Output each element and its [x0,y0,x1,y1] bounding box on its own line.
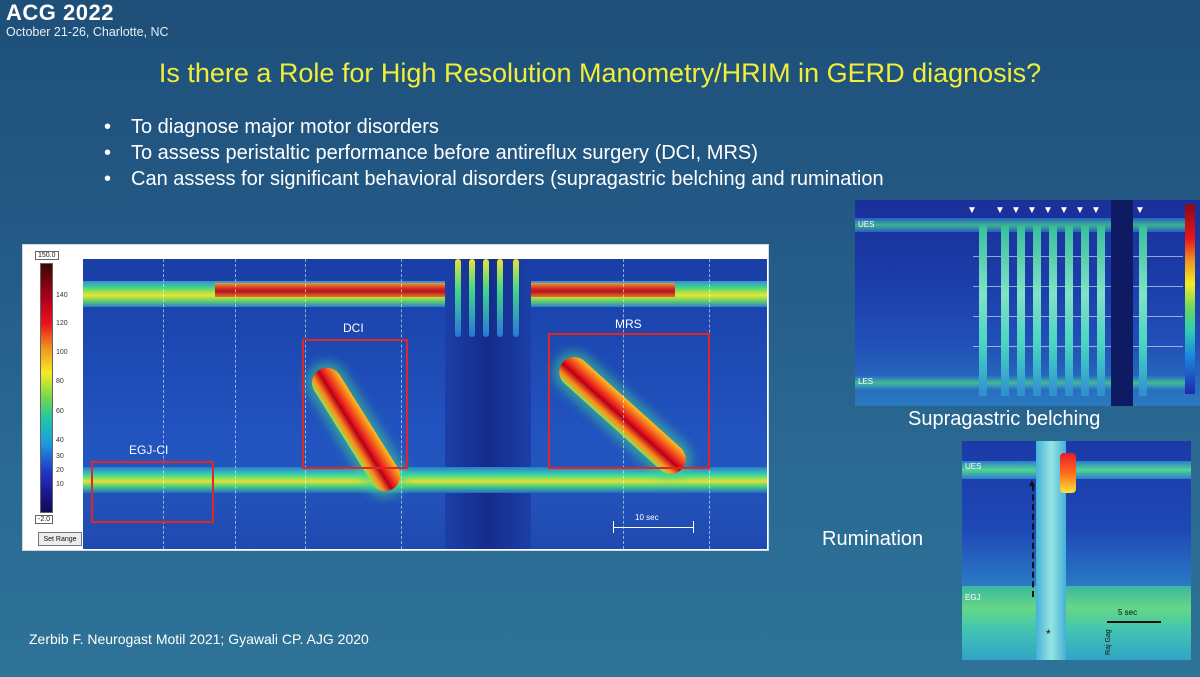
citation: Zerbib F. Neurogast Motil 2021; Gyawali … [29,631,369,647]
set-range-button[interactable]: Set Range [38,532,82,546]
scale-tick: 80 [56,378,64,385]
pressure-spike [483,259,489,337]
time-marker [401,259,402,549]
supragastric-belching-figure: ▼ ▼ ▼ ▼ ▼ ▼ ▼ ▼ ▼ UES LES [855,200,1200,406]
belch-column [1033,226,1041,396]
arrow-down-icon: ▼ [1059,205,1069,216]
conference-name: ACG 2022 [6,0,114,25]
scale-tick: 30 [56,453,64,460]
belch-column [1139,226,1147,396]
scale-bar-tick [613,521,614,533]
scale-bar-tick [693,521,694,533]
bullet-list: To diagnose major motor disorders To ass… [100,114,920,192]
egj-ci-highlight-box [91,461,214,523]
hrm-main-figure: 150.0 140 120 100 80 60 40 30 20 10 -2.0… [22,244,769,551]
belch-column [1097,226,1105,396]
pressure-trace [973,256,1183,257]
pressure-color-scale [1185,204,1195,394]
scale-tick: 60 [56,408,64,415]
egj-pressure-zone [962,586,1191,660]
les-label: LES [858,377,874,386]
pressure-trace [973,286,1183,287]
bullet-item: To assess peristaltic performance before… [100,140,920,166]
scale-bar-label: 5 sec [1118,608,1138,617]
ues-pressure-band [962,461,1191,479]
pressure-spike [497,259,503,337]
conference-logo: ACG 2022 October 21-26, Charlotte, NC [6,2,169,39]
slide-title: Is there a Role for High Resolution Mano… [158,58,1042,88]
dci-label: DCI [343,321,364,335]
pressure-spike [455,259,461,337]
rumination-caption: Rumination [822,528,924,550]
arrow-down-icon: ▼ [967,205,977,216]
supragastric-belching-caption: Supragastric belching [908,408,1101,430]
egj-label: EGJ [965,593,981,602]
asterisk-marker: * [1046,627,1051,641]
arrow-up-icon: ▲ [1027,478,1037,489]
time-marker [235,259,236,549]
belch-column [1017,226,1025,396]
belch-column [1065,226,1073,396]
scale-min-label: -2.0 [35,515,54,524]
belch-column [979,226,987,396]
pressure-trace [973,316,1183,317]
scale-tick: 40 [56,437,64,444]
egj-pressure-band [83,467,767,493]
belch-column [1049,226,1057,396]
scale-max-label: 150.0 [35,251,59,260]
arrow-down-icon: ▼ [1075,205,1085,216]
pressure-spike [513,259,519,337]
scale-bar-10-sec [613,527,693,528]
arrow-down-icon: ▼ [1011,205,1021,216]
egj-ci-label: EGJ-CI [129,443,169,457]
arrow-down-icon: ▼ [1091,205,1101,216]
pressure-color-scale [40,263,53,513]
scale-tick: 20 [56,467,64,474]
pressure-topography-heatmap: 10 sec [83,259,767,549]
dci-highlight-box [302,339,408,469]
scale-tick: 140 [56,292,68,299]
arrow-down-icon: ▼ [1027,205,1037,216]
scale-tick: 100 [56,349,68,356]
scale-bar-label: 10 sec [635,513,659,522]
low-pressure-column [1111,200,1133,406]
ues-label: UES [858,220,875,229]
mrs-label: MRS [615,317,642,331]
arrow-down-icon: ▼ [995,205,1005,216]
scale-tick: 120 [56,320,68,327]
time-marker [623,259,624,549]
scale-bar-5-sec [1107,621,1161,623]
ues-label: UES [965,462,982,471]
arrow-down-icon: ▼ [1135,205,1145,216]
belch-column [1001,226,1009,396]
mrs-highlight-box [548,333,710,469]
time-marker [305,259,306,549]
pressure-spike [469,259,475,337]
bullet-item: To diagnose major motor disorders [100,114,920,140]
high-pressure-spot [1060,453,1076,493]
belch-column [1081,226,1089,396]
conference-dates: October 21-26, Charlotte, NC [6,25,169,39]
rumination-figure: UES EGJ ▲ 5 sec * Raj Gag [962,441,1191,660]
vertical-axis-label: Raj Gag [1105,629,1112,655]
reflux-arrow [1032,485,1034,597]
scale-tick: 10 [56,481,64,488]
bullet-item: Can assess for significant behavioral di… [100,166,920,192]
time-marker [163,259,164,549]
pressure-trace [973,346,1183,347]
arrow-down-icon: ▼ [1043,205,1053,216]
